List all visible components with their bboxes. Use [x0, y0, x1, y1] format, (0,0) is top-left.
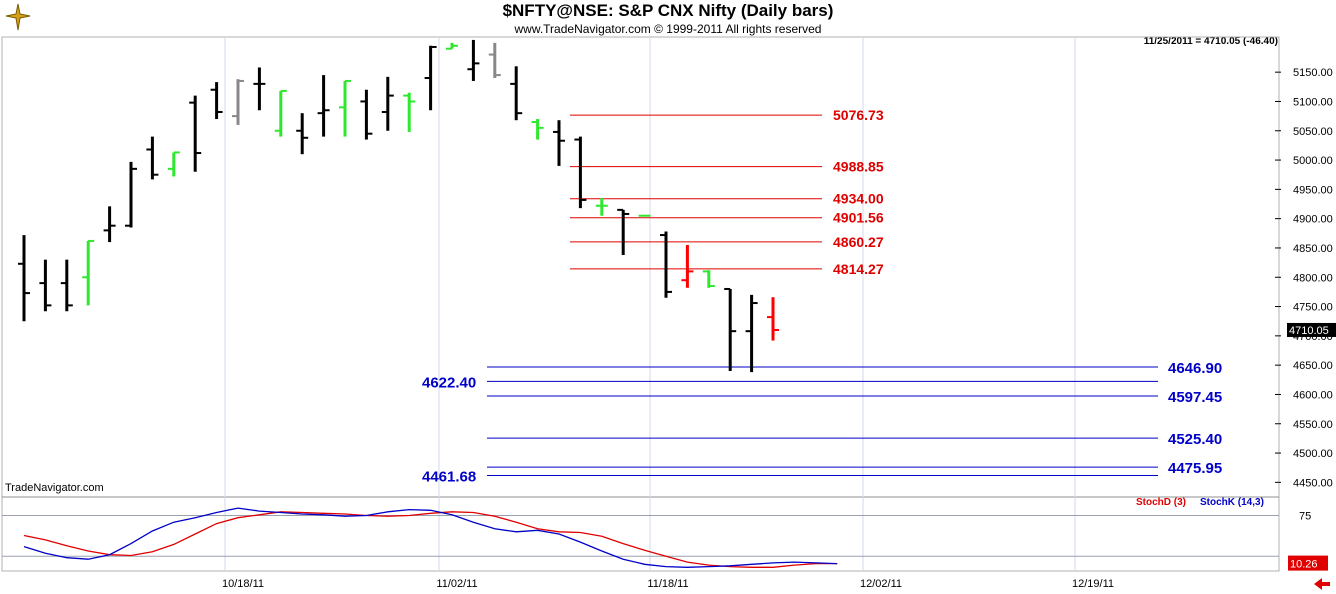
- y-tick-label: 4800.00: [1293, 272, 1333, 284]
- resistance-label: 4988.85: [833, 159, 884, 175]
- chart-subtitle: www.TradeNavigator.com © 1999-2011 All r…: [514, 22, 822, 36]
- support-label: 4525.40: [1168, 431, 1222, 448]
- legend-stochd: StochD (3): [1136, 497, 1186, 508]
- y-tick-label: 4950.00: [1293, 184, 1333, 196]
- resistance-label: 5076.73: [833, 107, 884, 123]
- y-tick-label: 5000.00: [1293, 155, 1333, 167]
- x-tick-label: 12/19/11: [1072, 578, 1114, 590]
- price-readout: 11/25/2011 = 4710.05 (-46.40): [1143, 36, 1278, 47]
- plot-frame: [1, 36, 1280, 572]
- last-price-badge: [1287, 322, 1336, 337]
- y-tick-label: 5100.00: [1293, 96, 1333, 108]
- y-tick-label: 5050.00: [1293, 126, 1333, 138]
- stochd-series: [23, 511, 838, 568]
- support-label: 4597.45: [1168, 389, 1222, 406]
- support-label: 4646.90: [1168, 360, 1222, 377]
- support-label: 4475.95: [1168, 460, 1222, 477]
- y-tick-label: 4900.00: [1293, 214, 1333, 226]
- stochk-series: [23, 507, 838, 568]
- stoch-tick-label: 75: [1299, 511, 1311, 523]
- y-tick-label: 4750.00: [1293, 302, 1333, 314]
- y-tick-label: 4850.00: [1293, 243, 1333, 255]
- y-tick-label: 4450.00: [1293, 477, 1333, 489]
- support-label: 4461.68: [422, 469, 476, 486]
- x-tick-label: 11/02/11: [436, 578, 477, 590]
- logo-icon: [5, 3, 31, 31]
- x-tick-label: 12/02/11: [860, 578, 902, 590]
- y-tick-label: 4600.00: [1293, 389, 1333, 401]
- watermark: TradeNavigator.com: [5, 482, 104, 494]
- stoch-last-badge: [1288, 555, 1328, 571]
- x-tick-label: 10/18/11: [222, 578, 264, 590]
- resistance-label: 4860.27: [833, 234, 884, 250]
- resistance-label: 4901.56: [833, 210, 884, 226]
- arrow-left-icon[interactable]: [1312, 576, 1332, 592]
- y-tick-label: 4650.00: [1293, 360, 1333, 372]
- logo: [5, 3, 31, 31]
- support-label: 4622.40: [422, 374, 476, 391]
- resistance-label: 4814.27: [833, 261, 884, 277]
- chart-title: $NFTY@NSE: S&P CNX Nifty (Daily bars): [502, 1, 834, 20]
- resistance-label: 4934.00: [833, 191, 884, 207]
- y-tick-label: 4550.00: [1293, 419, 1333, 431]
- y-tick-label: 4500.00: [1293, 448, 1333, 460]
- y-tick-label: 5150.00: [1293, 67, 1333, 79]
- last-price-label: 4710.05: [1289, 325, 1329, 337]
- stoch-last-label: 10.26: [1290, 559, 1318, 571]
- legend-stochk: StochK (14,3): [1200, 497, 1264, 508]
- x-tick-label: 11/18/11: [647, 578, 688, 590]
